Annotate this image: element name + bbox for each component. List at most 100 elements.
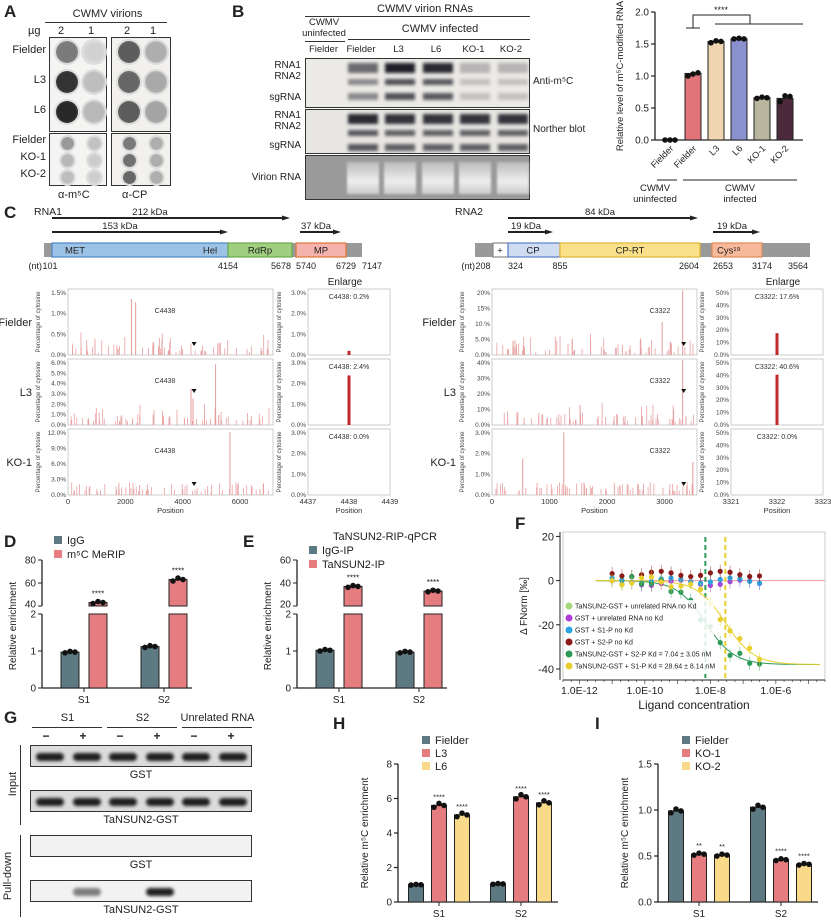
y-tick-label: 0 — [386, 898, 392, 909]
data-point — [629, 580, 635, 586]
x-tick-label: 1.0E-6 — [760, 685, 791, 697]
nt-position: 5740 — [296, 261, 316, 271]
legend-label: GST + unrelated RNA no Kd — [575, 616, 663, 623]
y-tick-label: 30% — [716, 315, 729, 322]
arrowhead — [333, 229, 341, 235]
g-group-line — [107, 727, 177, 728]
enlarge-value: C4438: 0.0% — [329, 434, 369, 441]
b-header: CWMV virion RNAs — [377, 3, 473, 15]
blot-band — [460, 79, 490, 85]
blot-band — [347, 93, 378, 100]
data-point — [435, 588, 441, 594]
y-tick-label: 0.0% — [291, 352, 306, 359]
x-tick-label: S1 — [333, 695, 346, 706]
nt-position: 7147 — [362, 261, 382, 271]
y-tick-label: 1 — [30, 647, 36, 658]
enlarge-frame — [307, 428, 391, 496]
dot-blot-spot — [83, 41, 105, 63]
y-tick-label: 0.0% — [291, 422, 306, 429]
legend-marker — [565, 650, 573, 658]
enlarge-label: Enlarge — [766, 277, 801, 288]
data-point — [678, 572, 684, 579]
dot-blot-spot — [60, 171, 74, 184]
y-tick-label: 40% — [477, 360, 490, 367]
data-point — [355, 583, 361, 590]
data-point — [327, 647, 333, 654]
data-point — [402, 648, 408, 655]
y-tick-label: 0.0% — [714, 352, 729, 359]
legend-swatch — [309, 560, 317, 568]
panel-label-e: E — [243, 532, 255, 551]
blot-band — [422, 114, 453, 124]
g-group-label: S1 — [60, 712, 75, 724]
data-point — [736, 35, 742, 42]
data-point — [673, 806, 679, 812]
legend-swatch — [422, 736, 430, 744]
group-label: CWMV — [725, 183, 756, 194]
genome-domain — [295, 242, 347, 258]
blot-band — [497, 63, 528, 73]
y-tick-label: 4 — [386, 829, 392, 840]
y-tick-label: 80 — [25, 556, 37, 567]
data-point — [777, 98, 783, 105]
site-label: C3322 — [650, 308, 671, 315]
b-blot-label: Norther blot — [533, 124, 586, 135]
legend-label: GST + S1-P no Kd — [575, 628, 633, 635]
data-point — [67, 648, 73, 655]
y-tick-label: 2 — [386, 863, 392, 874]
panel-label-d: D — [4, 532, 17, 551]
y-tick-label: 5.0% — [475, 337, 490, 344]
g-sign: − — [42, 729, 50, 743]
domain-label: + — [497, 246, 503, 257]
y-tick-label: 1.0 — [635, 72, 649, 83]
site-label: C4438 — [155, 448, 176, 455]
blot-band — [422, 79, 453, 85]
dot-blot-spot — [145, 71, 167, 93]
y-tick-label: 2.0 — [635, 8, 649, 19]
x-tick-label: 1.0E-12 — [561, 685, 598, 697]
b-group-line — [305, 41, 345, 42]
y-tick-label: 3.0% — [291, 360, 306, 367]
b-lane-label: L3 — [393, 44, 404, 55]
orf-label: 19 kDa — [717, 221, 748, 232]
dot-blot-spot — [145, 41, 167, 63]
dot-blot-spot — [60, 154, 74, 167]
data-point — [350, 582, 356, 589]
row-label: KO-1 — [430, 457, 456, 469]
b-gel-virion-rna — [305, 155, 530, 200]
data-point — [760, 804, 766, 811]
chart-h: 0 2 4 6 8 Relative m⁵C enrichment **** **** S1 **… — [360, 735, 558, 920]
y-tick-label: 30% — [716, 385, 729, 392]
y-tick-label: 2.0% — [475, 451, 490, 458]
data-point — [787, 93, 793, 100]
y-tick-label: 2.0% — [291, 451, 306, 458]
y-tick-label: 40 — [280, 579, 292, 590]
protein-band — [218, 753, 247, 761]
protein-band — [218, 798, 247, 806]
a-dose: 2 — [58, 25, 65, 37]
legend-label: TaNSUN2-GST + unrelated RNA no Kd — [575, 604, 697, 611]
data-point — [778, 856, 784, 862]
blot-band — [385, 130, 415, 136]
row-label: KO-1 — [6, 457, 32, 469]
data-point — [727, 628, 733, 634]
bar — [536, 802, 552, 903]
x-tick-label: 4000 — [174, 497, 191, 506]
orf-label: 37 kDa — [301, 221, 332, 232]
y-tick-label: 5.0% — [51, 370, 66, 377]
y-tick-label: 2.0% — [51, 401, 66, 408]
enlarge-bar — [775, 333, 779, 355]
blot-band — [347, 79, 378, 85]
site-marker — [681, 389, 687, 393]
y-tick-label: 0.0% — [714, 492, 729, 499]
y-tick-label: 2.0% — [291, 311, 306, 318]
chart-b: 0.0 0.5 1.0 1.5 2.0 Relative level of m⁵C-mod… — [615, 0, 803, 205]
bar — [423, 613, 443, 689]
blot-band — [497, 144, 528, 151]
blot-band — [460, 93, 490, 100]
y-tick-label: 1.0% — [51, 412, 66, 419]
g-western-blot — [30, 790, 252, 812]
x-axis-label: Position — [764, 506, 791, 515]
data-point — [678, 583, 684, 589]
profile-frame — [491, 288, 698, 356]
